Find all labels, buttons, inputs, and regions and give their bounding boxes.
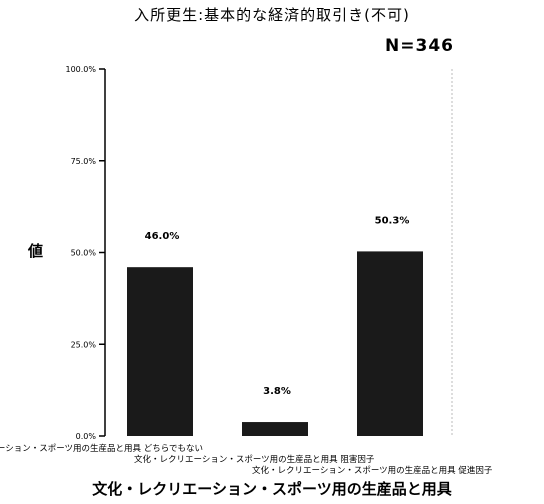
bar <box>357 251 423 436</box>
category-label: 文化・レクリエーション・スポーツ用の生産品と用具 促進因子 <box>252 465 493 476</box>
y-tick-label: 75.0% <box>71 157 97 166</box>
y-tick-label: 0.0% <box>76 432 97 441</box>
y-axis-label: 値 <box>28 242 44 260</box>
bar <box>242 422 308 436</box>
data-label: 3.8% <box>263 386 291 397</box>
y-tick-label: 100.0% <box>65 65 96 74</box>
x-axis-label: 文化・レクリエーション・スポーツ用の生産品と用具 <box>92 480 452 498</box>
category-label: 文化・レクリエーション・スポーツ用の生産品と用具 阻害因子 <box>134 454 375 465</box>
data-label: 46.0% <box>145 231 180 242</box>
data-label: 50.3% <box>375 215 410 226</box>
y-tick-label: 25.0% <box>71 340 97 349</box>
y-tick-label: 50.0% <box>71 249 97 258</box>
chart-title: 入所更生:基本的な経済的取引き(不可) <box>134 6 410 24</box>
bar <box>127 267 193 436</box>
sample-size: N=346 <box>385 36 454 56</box>
category-label: 文化・レクリエーション・スポーツ用の生産品と用具 どちらでもない <box>0 443 203 454</box>
